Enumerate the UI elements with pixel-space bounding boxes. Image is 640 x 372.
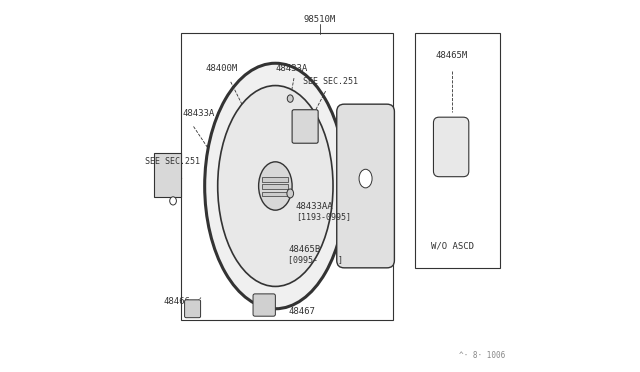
- Bar: [262, 177, 289, 182]
- Text: 48467: 48467: [289, 307, 316, 316]
- Text: 48433A: 48433A: [182, 109, 214, 118]
- Text: 48465B: 48465B: [289, 246, 321, 254]
- FancyBboxPatch shape: [184, 300, 200, 318]
- Text: 48466: 48466: [163, 297, 190, 306]
- FancyBboxPatch shape: [433, 117, 468, 177]
- Ellipse shape: [287, 189, 294, 198]
- Text: [0995-    ]: [0995- ]: [289, 256, 344, 264]
- Text: 48400M: 48400M: [205, 64, 237, 73]
- Ellipse shape: [287, 95, 293, 102]
- Text: [1193-0995]: [1193-0995]: [296, 212, 351, 221]
- Text: 48433A: 48433A: [276, 64, 308, 73]
- Ellipse shape: [359, 169, 372, 188]
- Bar: [180, 33, 392, 320]
- FancyBboxPatch shape: [292, 110, 318, 143]
- Text: 48433AA: 48433AA: [296, 202, 333, 211]
- Text: SEE SEC.251: SEE SEC.251: [145, 157, 200, 166]
- Bar: [262, 184, 289, 189]
- Text: 48465M: 48465M: [436, 51, 468, 60]
- Text: ^· 8· 1006: ^· 8· 1006: [459, 351, 505, 360]
- Text: 98510M: 98510M: [304, 15, 336, 24]
- Ellipse shape: [170, 197, 177, 205]
- Bar: [415, 33, 500, 268]
- Ellipse shape: [218, 86, 333, 286]
- FancyBboxPatch shape: [337, 104, 394, 268]
- Bar: [262, 192, 289, 196]
- Ellipse shape: [259, 162, 292, 210]
- Ellipse shape: [205, 63, 346, 309]
- Bar: [154, 153, 180, 197]
- Text: SEE SEC.251: SEE SEC.251: [303, 77, 358, 86]
- FancyBboxPatch shape: [253, 294, 275, 316]
- Text: W/O ASCD: W/O ASCD: [431, 241, 474, 250]
